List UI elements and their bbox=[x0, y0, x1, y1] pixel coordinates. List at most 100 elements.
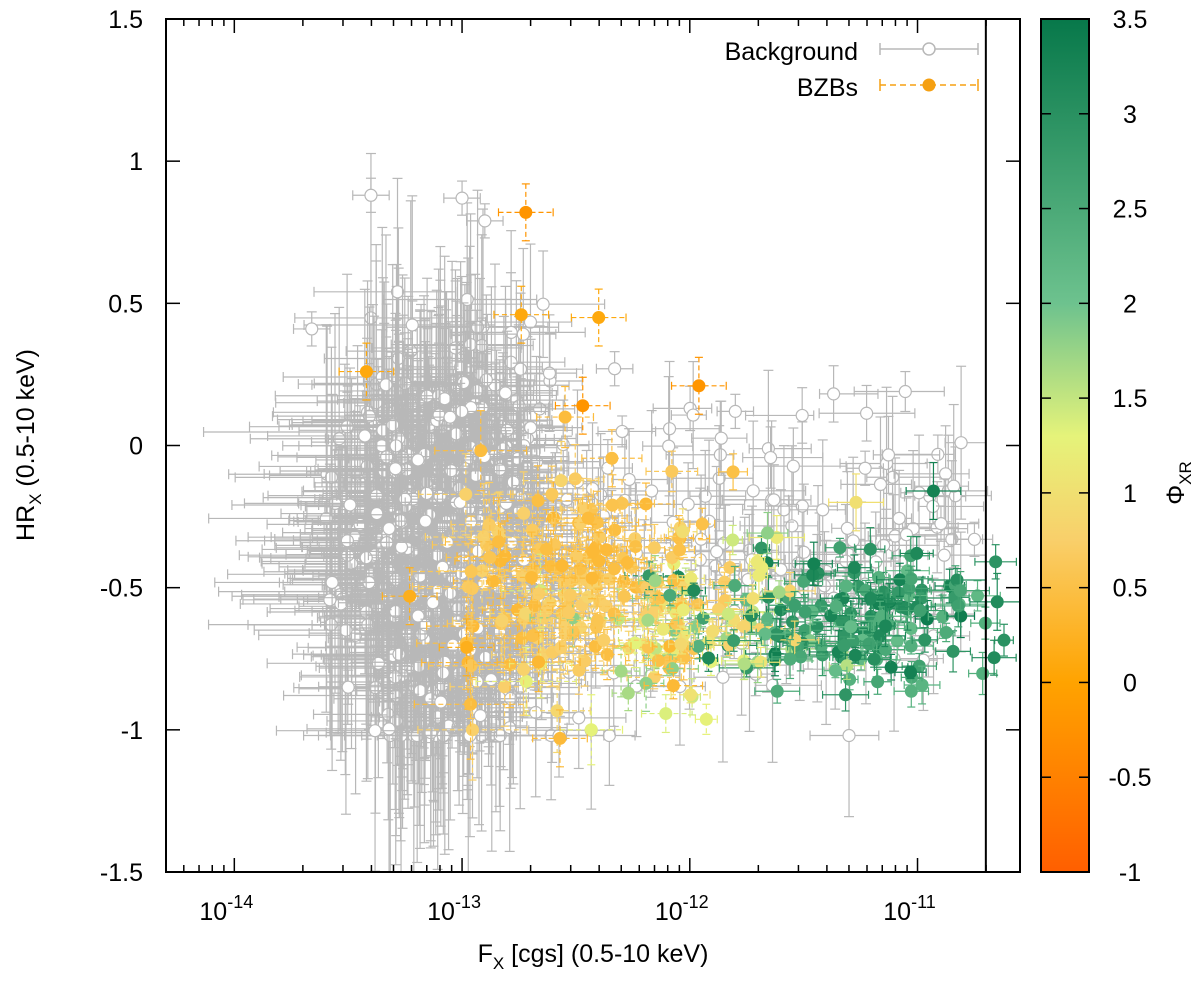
bzb-point bbox=[816, 636, 872, 655]
bzb-point bbox=[836, 575, 857, 597]
background-point bbox=[595, 351, 634, 387]
bzb-point bbox=[722, 524, 743, 556]
bzb-point bbox=[493, 285, 550, 344]
bzb-point bbox=[715, 615, 773, 638]
bzb-point bbox=[828, 473, 884, 532]
colorbar-tick-label: 0 bbox=[1123, 669, 1137, 697]
colorbar-tick-label: 2 bbox=[1123, 290, 1137, 318]
bzb-point bbox=[819, 598, 853, 615]
bzb-point bbox=[612, 525, 659, 568]
bzb-point bbox=[526, 570, 615, 620]
background-point bbox=[214, 393, 439, 772]
bzb-point bbox=[548, 495, 628, 541]
background-point bbox=[853, 370, 945, 413]
background-point bbox=[797, 439, 846, 581]
bzb-point bbox=[490, 471, 557, 556]
bzb-point bbox=[536, 385, 595, 449]
bzb-point bbox=[974, 544, 1017, 580]
bzb-point bbox=[559, 587, 635, 654]
bzb-point bbox=[638, 555, 673, 607]
background-point bbox=[461, 285, 553, 501]
background-point bbox=[818, 384, 916, 442]
bzb-point bbox=[534, 528, 619, 585]
background-point bbox=[818, 365, 879, 423]
background-point bbox=[872, 415, 941, 494]
background-point bbox=[612, 428, 668, 531]
y-tick-label: 0.5 bbox=[108, 290, 143, 318]
bzb-point bbox=[718, 453, 749, 491]
bzb-point bbox=[570, 288, 627, 347]
y-tick-label: -0.5 bbox=[100, 575, 143, 603]
bzb-point bbox=[635, 604, 692, 655]
bzb-point bbox=[417, 679, 528, 781]
bzb-point bbox=[492, 465, 584, 537]
bzb-point bbox=[705, 629, 763, 652]
bzb-point bbox=[764, 571, 816, 610]
bzb-point bbox=[689, 507, 716, 541]
bzb-point bbox=[444, 497, 553, 587]
legend-symbol-background bbox=[879, 42, 979, 56]
bzb-point bbox=[438, 618, 495, 677]
bzb-point bbox=[445, 516, 534, 599]
background-point bbox=[721, 464, 790, 536]
bzb-point bbox=[479, 623, 569, 716]
colorbar-ticks: 3.5 3 2.5 2 1.5 1 0.5 0 -0.5 -1 bbox=[1041, 6, 1152, 887]
bzb-point bbox=[905, 461, 962, 521]
bzb-point bbox=[855, 527, 886, 572]
background-point bbox=[904, 505, 980, 542]
bzb-point bbox=[724, 648, 765, 680]
y-tick-label: 0 bbox=[129, 433, 143, 461]
bzb-point bbox=[531, 572, 606, 653]
colorbar-tick-label: 1 bbox=[1123, 480, 1137, 508]
colorbar-tick-label: 1.5 bbox=[1113, 385, 1148, 413]
bzb-point bbox=[994, 623, 1014, 657]
bzb-point bbox=[664, 541, 696, 559]
background-point bbox=[846, 450, 884, 486]
bzb-point bbox=[857, 650, 891, 668]
background-point bbox=[275, 589, 453, 872]
x-axis-ticks: 10-14 10-13 10-12 10-11 bbox=[183, 19, 987, 926]
background-point bbox=[914, 403, 970, 569]
background-point bbox=[484, 243, 573, 401]
bzb-point bbox=[832, 614, 870, 640]
x-axis-title: FX [cgs] (0.5-10 keV) bbox=[478, 940, 709, 973]
bzb-point bbox=[451, 576, 552, 666]
bzb-point bbox=[771, 642, 831, 672]
colorbar-tick-label: 3.5 bbox=[1113, 6, 1148, 34]
background-point bbox=[914, 446, 992, 546]
bzb-point bbox=[651, 623, 688, 670]
background-point bbox=[317, 312, 470, 625]
bzb-point bbox=[713, 565, 757, 606]
bzb-point bbox=[893, 674, 930, 708]
bzb-point bbox=[558, 635, 612, 687]
bzb-point bbox=[487, 531, 576, 624]
bzb-point bbox=[586, 474, 639, 537]
bzb-point bbox=[668, 625, 694, 664]
bzb-point bbox=[561, 605, 647, 676]
bzb-point bbox=[911, 627, 938, 653]
bzb-point bbox=[543, 645, 615, 695]
bzb-point bbox=[867, 561, 890, 594]
background-point bbox=[691, 400, 748, 476]
bzb-point bbox=[749, 554, 766, 570]
bzb-point bbox=[894, 665, 927, 680]
background-point bbox=[716, 393, 755, 430]
bzb-point bbox=[761, 580, 797, 604]
bzb-point bbox=[664, 592, 703, 628]
x-tick-label: 10-11 bbox=[883, 892, 936, 926]
bzb-point bbox=[607, 540, 648, 585]
colorbar-tick-label: -1 bbox=[1119, 859, 1141, 887]
x-tick-label: 10-14 bbox=[199, 892, 253, 926]
bzb-point bbox=[863, 668, 892, 695]
bzb-point bbox=[782, 593, 828, 630]
bzb-point bbox=[689, 633, 708, 660]
bzb-point bbox=[752, 535, 771, 561]
background-point bbox=[670, 425, 754, 532]
colorbar-tick-label: 2.5 bbox=[1113, 196, 1148, 224]
background-point bbox=[373, 572, 537, 774]
bzb-point bbox=[522, 440, 600, 521]
background-point bbox=[231, 367, 425, 643]
background-point bbox=[315, 360, 474, 560]
bzb-point bbox=[381, 567, 438, 626]
